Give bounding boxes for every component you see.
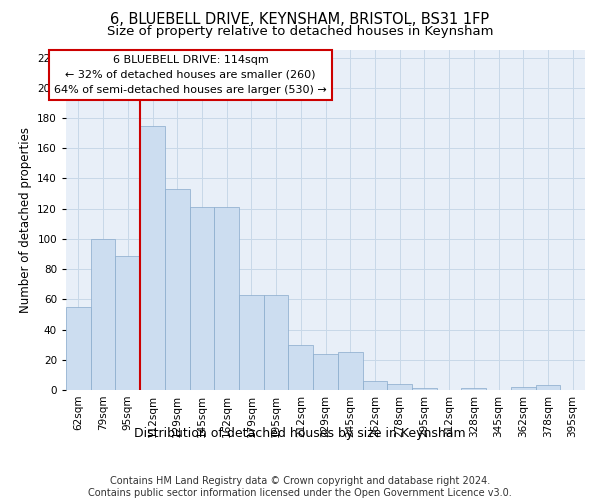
Bar [115, 256, 140, 390]
Bar [140, 126, 165, 390]
Text: Contains HM Land Registry data © Crown copyright and database right 2024.
Contai: Contains HM Land Registry data © Crown c… [88, 476, 512, 498]
Bar [313, 354, 338, 390]
Bar [91, 239, 115, 390]
Bar [362, 381, 387, 390]
Bar [511, 387, 536, 390]
Bar [190, 207, 214, 390]
Text: Size of property relative to detached houses in Keynsham: Size of property relative to detached ho… [107, 25, 493, 38]
Bar [412, 388, 437, 390]
Bar [536, 386, 560, 390]
Bar [66, 307, 91, 390]
Bar [214, 207, 239, 390]
Bar [338, 352, 362, 390]
Text: Distribution of detached houses by size in Keynsham: Distribution of detached houses by size … [134, 428, 466, 440]
Bar [165, 189, 190, 390]
Text: 6, BLUEBELL DRIVE, KEYNSHAM, BRISTOL, BS31 1FP: 6, BLUEBELL DRIVE, KEYNSHAM, BRISTOL, BS… [110, 12, 490, 28]
Bar [239, 295, 264, 390]
Bar [289, 344, 313, 390]
Y-axis label: Number of detached properties: Number of detached properties [19, 127, 32, 313]
Bar [461, 388, 486, 390]
Bar [264, 295, 289, 390]
Bar [387, 384, 412, 390]
Text: 6 BLUEBELL DRIVE: 114sqm
← 32% of detached houses are smaller (260)
64% of semi-: 6 BLUEBELL DRIVE: 114sqm ← 32% of detach… [54, 55, 327, 94]
